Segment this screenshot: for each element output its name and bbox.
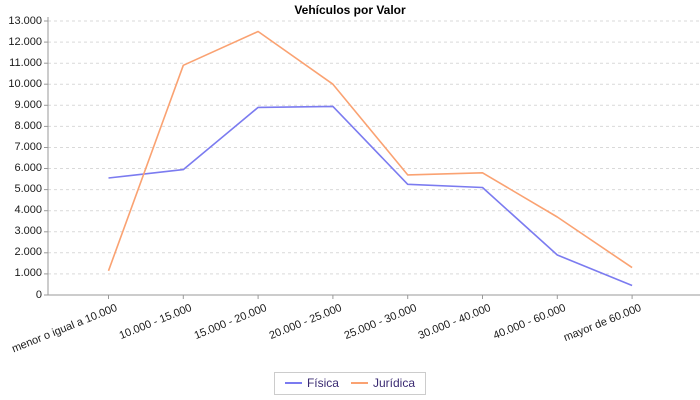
y-axis-tick-label: 5.000 xyxy=(14,183,42,196)
legend-label-juridica: Jurídica xyxy=(372,376,416,390)
y-axis-tick-label: 4.000 xyxy=(14,204,42,217)
chart-title: Vehículos por Valor xyxy=(294,3,406,17)
y-axis-tick-label: 9.000 xyxy=(14,98,42,111)
y-axis-tick-label: 6.000 xyxy=(14,162,42,175)
legend: Física Jurídica xyxy=(0,372,700,395)
fisica-line-swatch xyxy=(284,382,302,384)
legend-item-juridica: Jurídica xyxy=(350,376,416,390)
legend-item-fisica: Física xyxy=(284,376,339,390)
series-line-juridica xyxy=(107,30,633,272)
y-axis-tick-label: 3.000 xyxy=(14,225,42,238)
y-axis-tick-label: 13.000 xyxy=(8,14,42,27)
y-axis-tick-label: 0 xyxy=(35,288,42,301)
y-axis-tick-label: 2.000 xyxy=(14,246,42,259)
y-axis-tick-label: 8.000 xyxy=(14,119,42,132)
legend-label-fisica: Física xyxy=(306,376,339,390)
y-axis-tick-label: 11.000 xyxy=(9,56,42,69)
y-axis-tick-label: 7.000 xyxy=(14,140,42,153)
legend-box: Física Jurídica xyxy=(273,372,427,395)
y-axis-tick-label: 1.000 xyxy=(14,267,42,280)
series-line-fisica xyxy=(108,105,633,287)
juridica-line-swatch xyxy=(350,382,368,384)
y-axis-tick-label: 10.000 xyxy=(8,77,42,90)
y-axis-tick-label: 12.000 xyxy=(8,35,42,48)
